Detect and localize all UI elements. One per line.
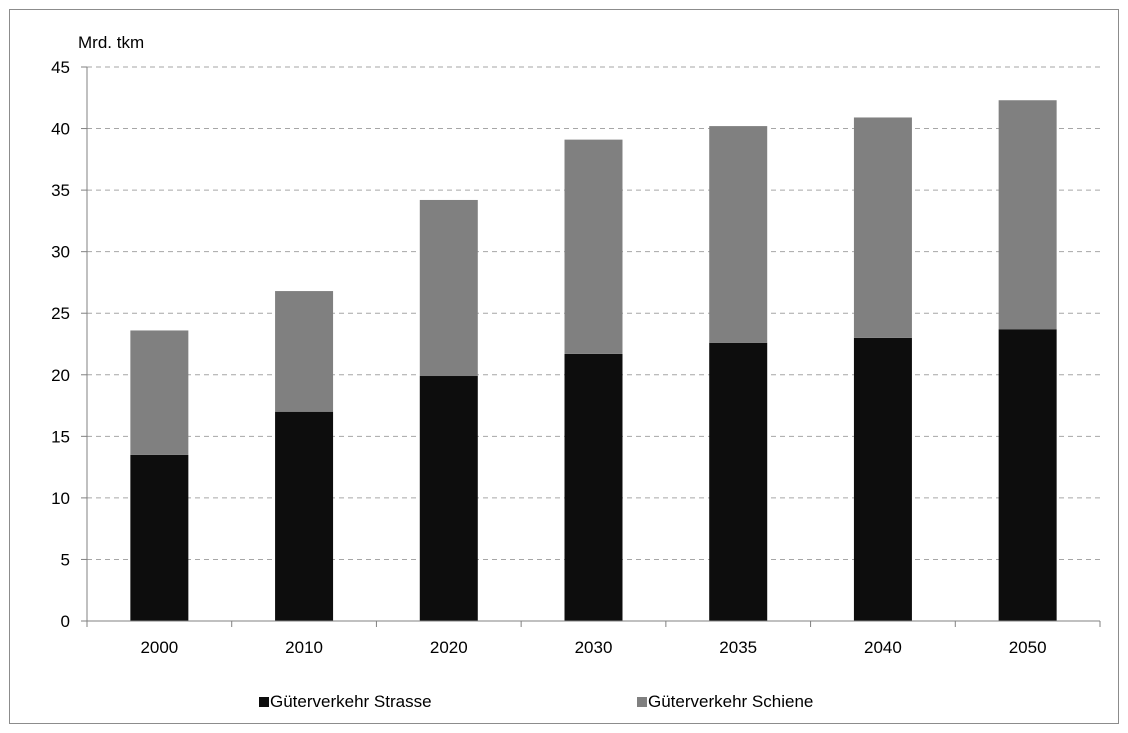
bar-2050-schiene (998, 100, 1057, 330)
y-tick-label-15: 15 (51, 427, 70, 446)
bar-2030-schiene (564, 139, 623, 354)
bars (130, 100, 1057, 621)
legend-label-strasse: Güterverkehr Strasse (270, 692, 432, 711)
x-axis: 2000 2010 2020 2030 2035 2040 2050 (81, 620, 1101, 657)
x-tick-label-2000: 2000 (140, 638, 178, 657)
legend: Güterverkehr Strasse Güterverkehr Schien… (259, 692, 813, 711)
unit-label: Mrd. tkm (78, 33, 144, 52)
y-tick-label-25: 25 (51, 304, 70, 323)
bar-2000-schiene (130, 330, 189, 455)
y-tick-label-35: 35 (51, 181, 70, 200)
bar-2010-schiene (275, 291, 334, 412)
bar-2050-strasse (998, 329, 1057, 621)
y-tick-label-20: 20 (51, 366, 70, 385)
x-tick-label-2030: 2030 (575, 638, 613, 657)
bar-2035-strasse (709, 342, 768, 621)
x-tick-label-2010: 2010 (285, 638, 323, 657)
y-tick-label-40: 40 (51, 120, 70, 139)
y-tick-label-10: 10 (51, 489, 70, 508)
x-tick-label-2040: 2040 (864, 638, 902, 657)
bar-2030-strasse (564, 353, 623, 621)
x-tick-label-2020: 2020 (430, 638, 468, 657)
bar-2000-strasse (130, 454, 189, 621)
legend-swatch-schiene (637, 697, 647, 707)
legend-swatch-strasse (259, 697, 269, 707)
x-tick-label-2050: 2050 (1009, 638, 1047, 657)
y-tick-label-30: 30 (51, 243, 70, 262)
y-tick-label-0: 0 (61, 612, 70, 631)
bar-2035-schiene (709, 126, 768, 343)
x-tick-label-2035: 2035 (719, 638, 757, 657)
y-tick-label-5: 5 (61, 550, 70, 569)
bar-2040-schiene (853, 117, 912, 338)
bar-2010-strasse (275, 411, 334, 621)
legend-label-schiene: Güterverkehr Schiene (648, 692, 813, 711)
bar-2040-strasse (853, 337, 912, 621)
bar-2020-strasse (419, 376, 478, 621)
y-axis: 0 5 10 15 20 25 30 35 40 45 (51, 58, 88, 631)
bar-2020-schiene (419, 199, 478, 377)
y-tick-label-45: 45 (51, 58, 70, 77)
